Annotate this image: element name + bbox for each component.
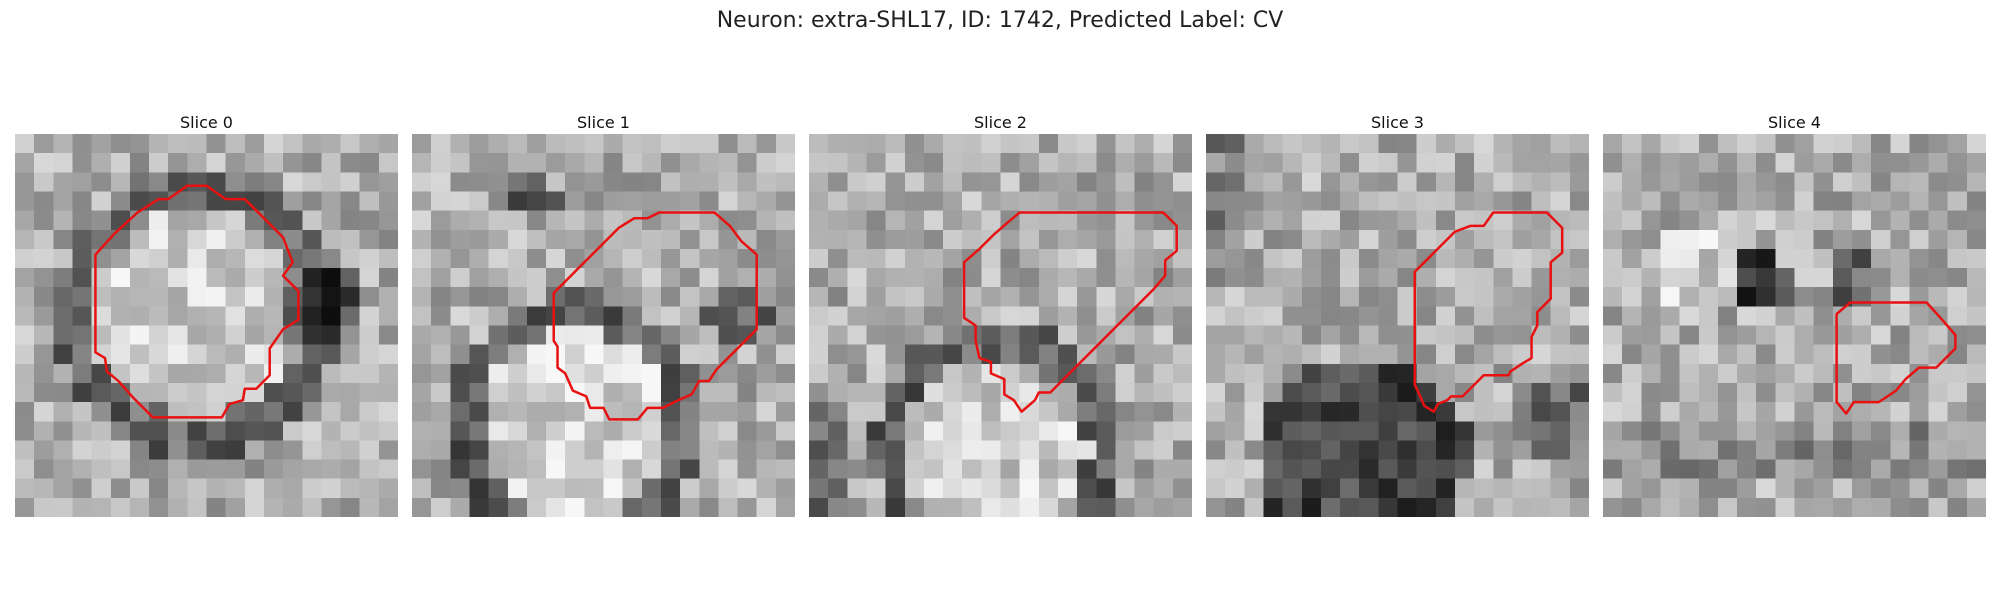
segmentation-contour bbox=[552, 211, 758, 421]
figure-title: Neuron: extra-SHL17, ID: 1742, Predicted… bbox=[716, 8, 1284, 33]
slice-image bbox=[1603, 134, 1986, 517]
pixel-grid bbox=[412, 134, 795, 517]
slice-image bbox=[412, 134, 795, 517]
segmentation-contour bbox=[1835, 301, 1957, 415]
segmentation-contour bbox=[94, 184, 300, 419]
slice-panel-2: Slice 2 bbox=[809, 112, 1192, 517]
slice-title: Slice 1 bbox=[577, 113, 630, 132]
slice-panel-4: Slice 4 bbox=[1603, 112, 1986, 517]
slice-image bbox=[809, 134, 1192, 517]
pixel-grid bbox=[809, 134, 1192, 517]
pixel-grid bbox=[1603, 134, 1986, 517]
pixel-grid bbox=[15, 134, 398, 517]
slice-panel-3: Slice 3 bbox=[1206, 112, 1589, 517]
segmentation-contour bbox=[1413, 211, 1564, 413]
slice-title: Slice 3 bbox=[1371, 113, 1424, 132]
slice-title: Slice 4 bbox=[1768, 113, 1821, 132]
slice-image bbox=[1206, 134, 1589, 517]
segmentation-contour bbox=[962, 211, 1178, 413]
slice-image bbox=[15, 134, 398, 517]
slice-title: Slice 0 bbox=[180, 113, 233, 132]
slice-panel-0: Slice 0 bbox=[15, 112, 398, 517]
slice-title: Slice 2 bbox=[974, 113, 1027, 132]
pixel-grid bbox=[1206, 134, 1589, 517]
slice-panel-1: Slice 1 bbox=[412, 112, 795, 517]
